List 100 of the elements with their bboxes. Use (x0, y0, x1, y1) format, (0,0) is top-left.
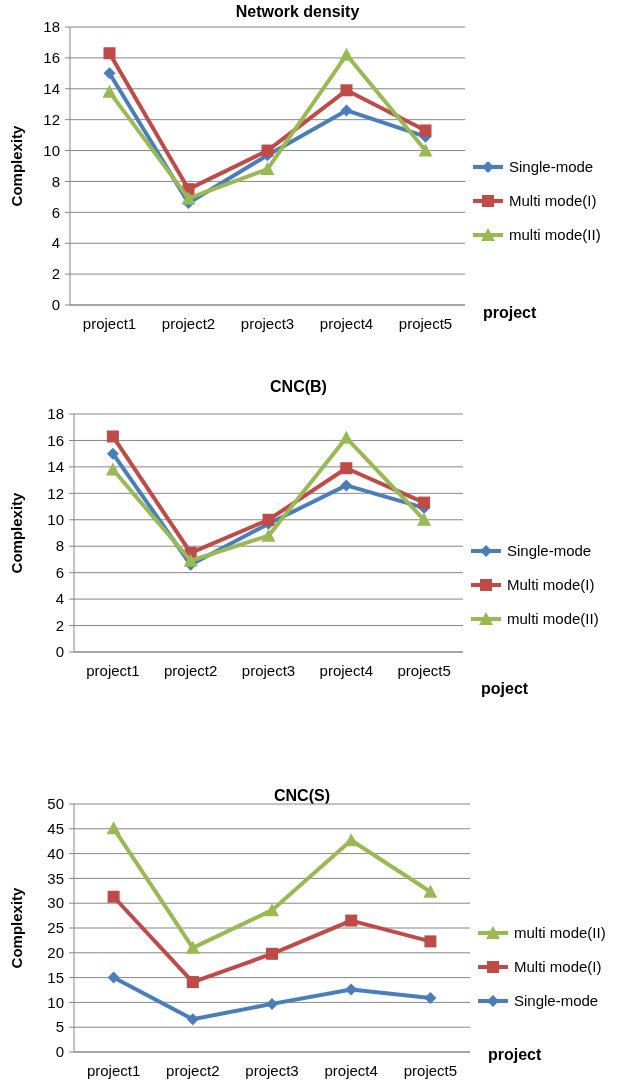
x-axis-title: project (483, 304, 538, 321)
point (261, 144, 274, 157)
y-tick-label: 10 (47, 993, 64, 1011)
y-tick-label: 14 (43, 80, 60, 98)
x-tick-label: project1 (86, 1062, 141, 1079)
y-tick-label: 0 (55, 1043, 64, 1061)
y-tick-label: 4 (55, 590, 64, 608)
x-tick-label: project3 (240, 315, 295, 332)
x-tick-label: project4 (324, 1062, 378, 1079)
y-tick-label: 20 (47, 944, 64, 962)
chart-title: CNC(S) (274, 787, 330, 804)
y-axis-title: Complexity (8, 491, 25, 574)
y-axis-title: Complexity (8, 886, 25, 969)
point (265, 903, 279, 917)
y-tick-label: 30 (47, 894, 64, 912)
point (339, 47, 354, 61)
x-tick-label: project5 (397, 662, 451, 679)
point (344, 833, 359, 847)
point (106, 821, 121, 835)
y-tick-label: 2 (51, 265, 60, 283)
point (345, 914, 358, 927)
point (107, 890, 120, 903)
x-axis-title: poject (481, 680, 529, 697)
point (262, 513, 275, 526)
legend-label: multi mode(II) (507, 610, 599, 628)
y-tick-label: 45 (47, 820, 64, 838)
point (417, 512, 432, 526)
y-tick-label: 5 (55, 1018, 64, 1036)
y-tick-label: 8 (55, 537, 64, 555)
point (424, 991, 437, 1004)
legend-label: Multi mode(I) (509, 192, 597, 210)
point (266, 997, 278, 1010)
x-tick-label: project3 (245, 1062, 299, 1079)
legend-label: Single-mode (514, 992, 599, 1010)
y-tick-label: 0 (55, 643, 64, 661)
point (102, 84, 117, 98)
x-tick-label: project4 (319, 662, 373, 679)
point (340, 462, 353, 475)
chart-title: Network density (235, 3, 360, 20)
x-tick-label: project2 (161, 315, 216, 332)
y-tick-label: 12 (43, 110, 60, 128)
y-tick-label: 6 (51, 203, 60, 221)
y-tick-label: 40 (47, 844, 64, 862)
point (107, 971, 120, 984)
y-tick-label: 50 (47, 795, 64, 813)
point (186, 1013, 199, 1026)
legend-label: Multi mode(I) (514, 958, 602, 976)
x-axis-title: project (488, 1046, 543, 1063)
y-tick-label: 15 (47, 968, 64, 986)
point (339, 430, 354, 444)
point (103, 47, 116, 60)
point (340, 479, 353, 492)
legend-label: Multi mode(I) (507, 576, 595, 594)
legend-label: multi mode(II) (514, 924, 606, 942)
x-tick-label: project4 (319, 315, 374, 332)
point (340, 84, 353, 97)
y-tick-label: 0 (51, 296, 60, 314)
y-tick-label: 18 (47, 405, 64, 423)
legend-label: Single-mode (507, 542, 592, 560)
y-tick-label: 10 (43, 141, 60, 159)
y-tick-label: 10 (47, 511, 64, 529)
point (103, 67, 116, 80)
point (106, 447, 119, 460)
point (186, 976, 199, 989)
y-tick-label: 14 (47, 458, 64, 476)
point (181, 191, 196, 205)
point (185, 940, 200, 954)
x-tick-label: project5 (403, 1062, 458, 1079)
y-tick-label: 12 (47, 484, 64, 502)
y-tick-label: 35 (47, 869, 64, 887)
point (261, 528, 276, 542)
y-tick-label: 18 (43, 18, 60, 36)
x-tick-label: project5 (398, 315, 453, 332)
point (418, 496, 431, 509)
y-axis-title: Complexity (8, 124, 25, 207)
y-tick-label: 4 (51, 234, 60, 252)
point (266, 947, 278, 960)
point (260, 162, 275, 176)
y-tick-label: 2 (55, 616, 64, 634)
x-tick-label: project3 (241, 662, 296, 679)
y-tick-label: 16 (47, 431, 64, 449)
x-tick-label: project1 (82, 315, 137, 332)
y-tick-label: 25 (47, 919, 64, 937)
y-tick-label: 16 (43, 49, 60, 67)
x-tick-label: project2 (164, 662, 218, 679)
point (183, 553, 198, 567)
chart-title: CNC(B) (270, 378, 327, 395)
point (424, 935, 437, 948)
y-tick-label: 8 (51, 172, 60, 190)
point (340, 104, 353, 117)
point (423, 884, 438, 898)
y-tick-label: 6 (55, 563, 64, 581)
legend-label: Single-mode (509, 158, 594, 176)
point (106, 430, 119, 443)
point (419, 124, 432, 137)
point (418, 143, 433, 157)
x-tick-label: project2 (166, 1062, 220, 1079)
x-tick-label: project1 (86, 662, 140, 679)
point (105, 462, 120, 476)
legend-label: multi mode(II) (509, 226, 601, 244)
